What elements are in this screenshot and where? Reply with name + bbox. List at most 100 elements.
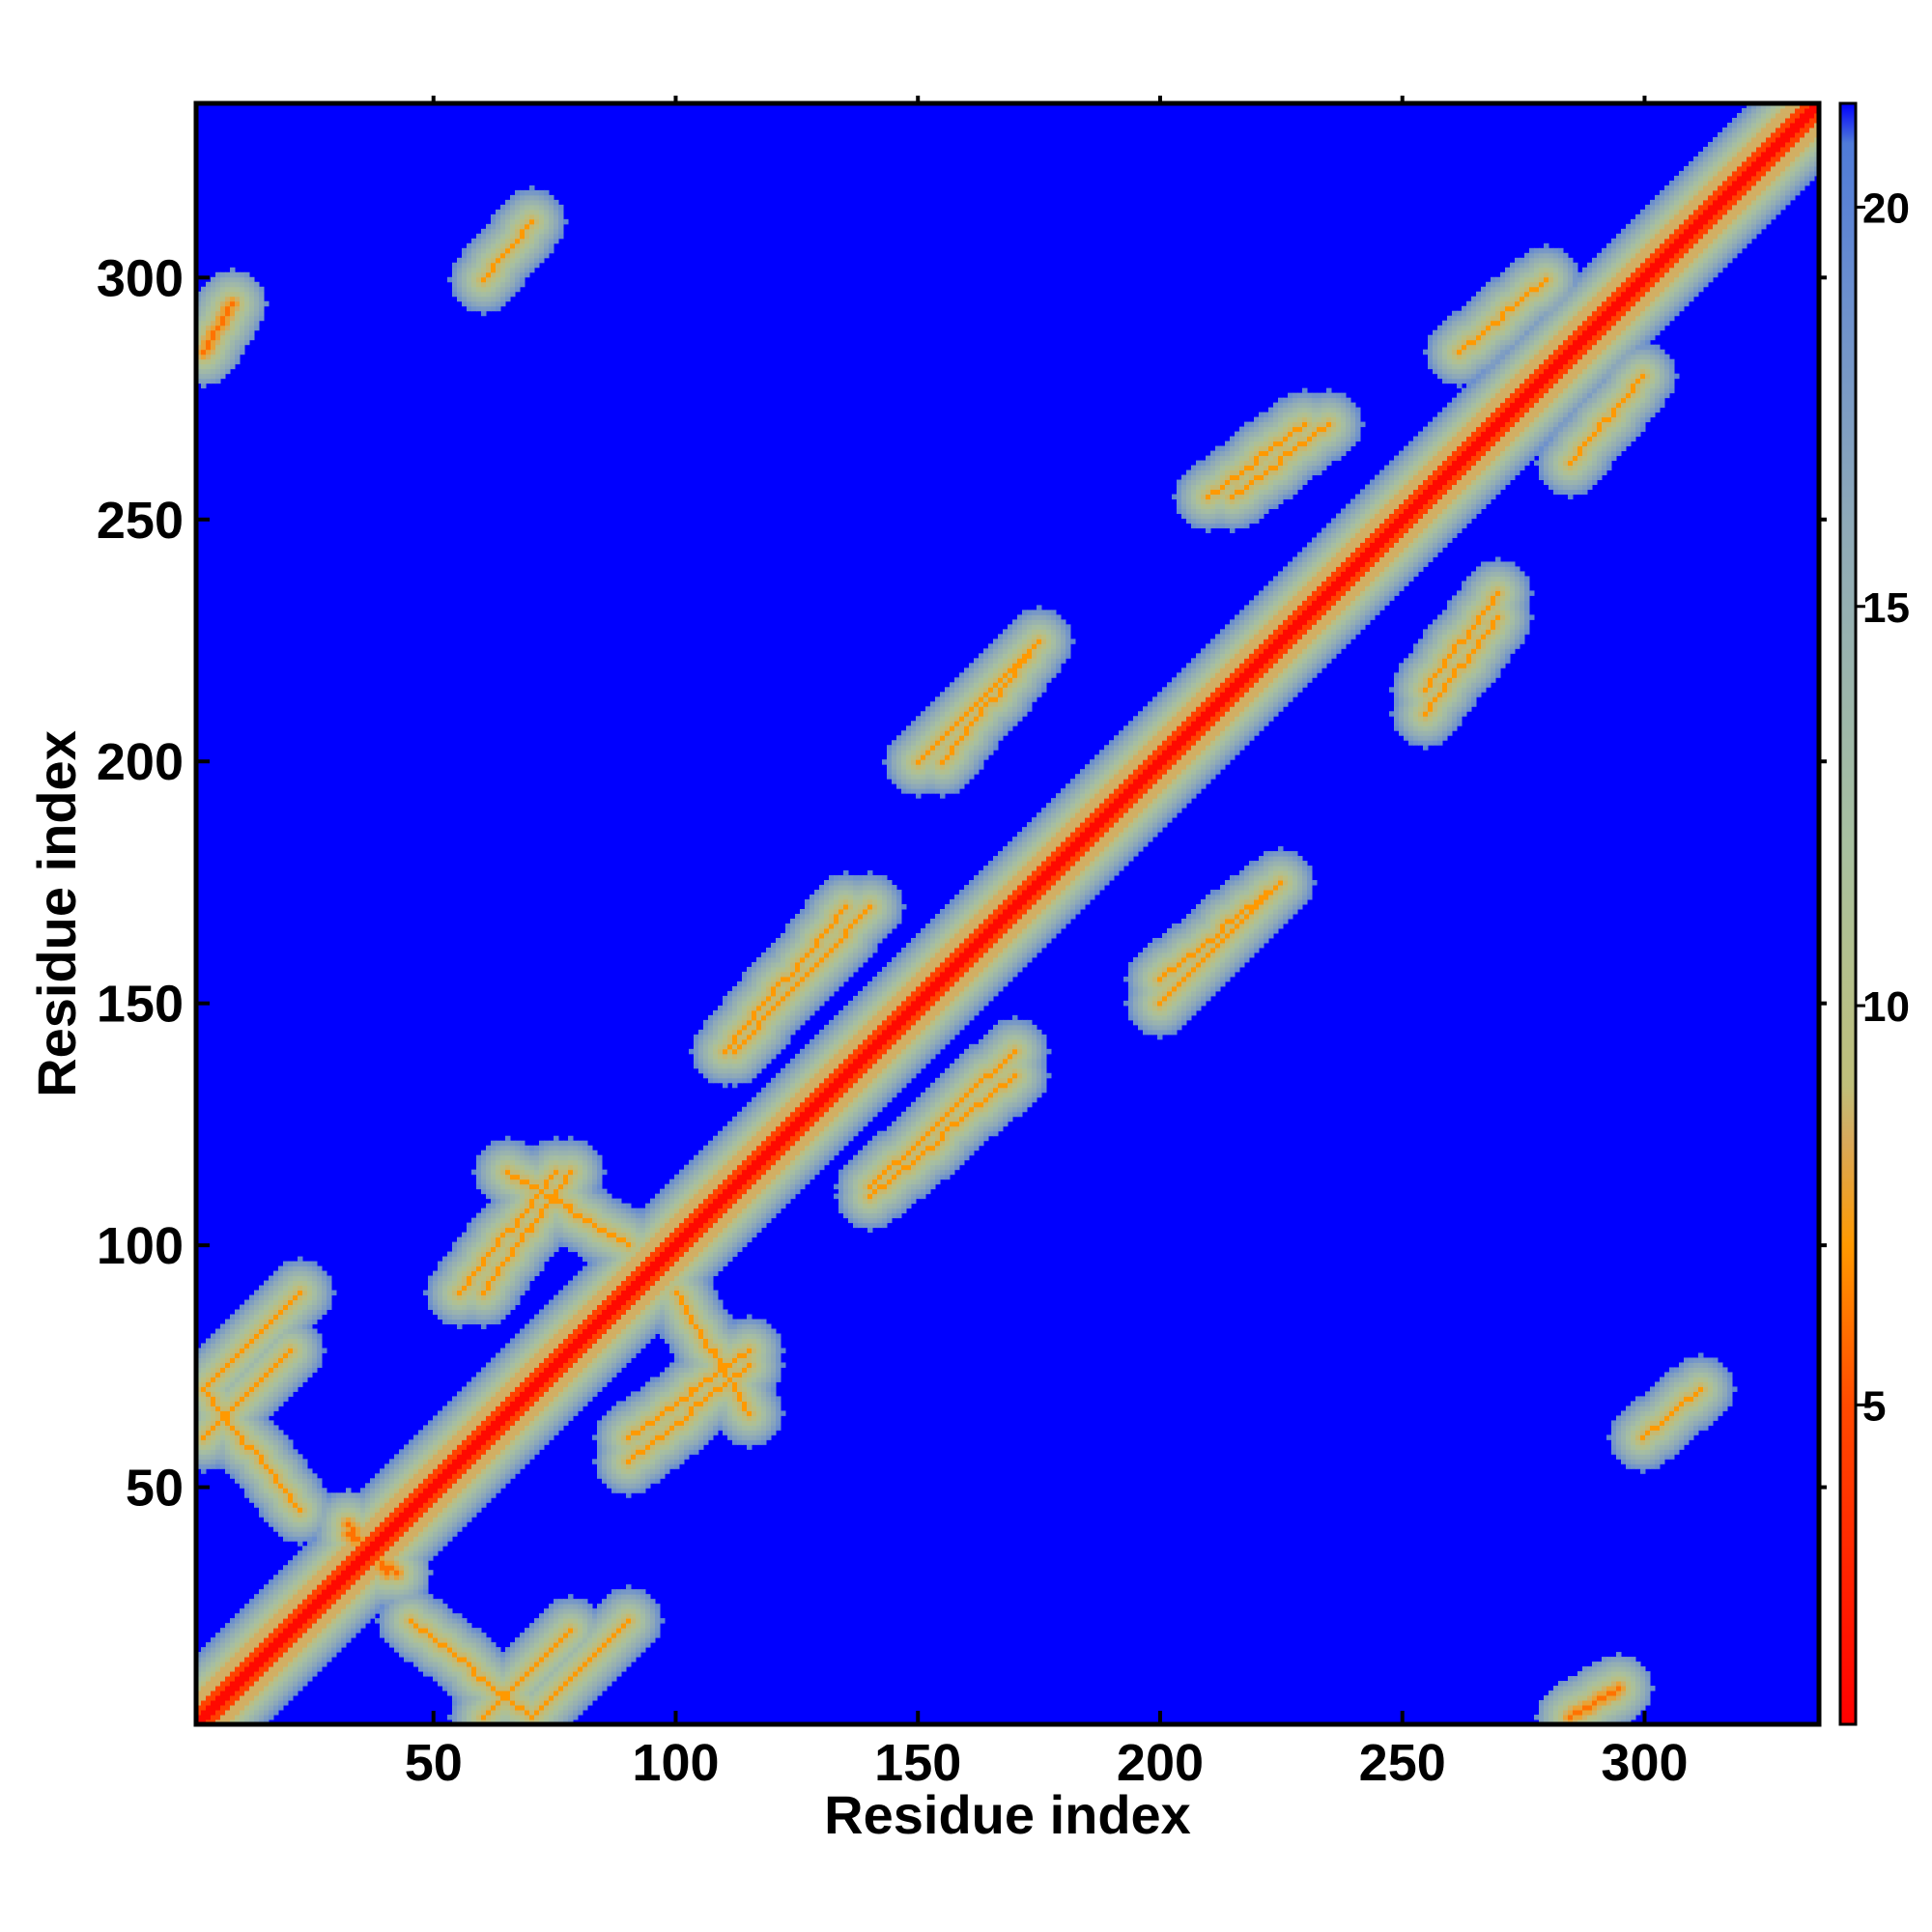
heatmap-cell: [389, 1613, 395, 1619]
heatmap-cell: [510, 1381, 516, 1387]
heatmap-cell: [283, 1352, 289, 1358]
heatmap-cell: [457, 1459, 463, 1464]
heatmap-cell: [534, 1183, 540, 1190]
heatmap-cell: [278, 1492, 284, 1498]
heatmap-cell: [317, 1294, 323, 1301]
heatmap-cell: [312, 1642, 318, 1648]
heatmap-cell: [389, 1512, 395, 1518]
heatmap-cell: [433, 1454, 439, 1460]
heatmap-cell: [409, 1507, 414, 1513]
heatmap-cell: [496, 1299, 501, 1306]
heatmap-cell: [515, 1662, 521, 1667]
heatmap-cell: [312, 1517, 318, 1522]
heatmap-cell: [341, 1570, 347, 1576]
heatmap-cell: [447, 1628, 453, 1634]
heatmap-cell: [235, 1647, 241, 1653]
heatmap-cell: [510, 257, 516, 264]
heatmap-cell: [244, 310, 250, 317]
heatmap-cell: [505, 1183, 511, 1190]
heatmap-cell: [206, 1715, 212, 1720]
heatmap-cell: [355, 1623, 361, 1629]
heatmap-cell: [360, 1584, 366, 1590]
heatmap-cell: [220, 1715, 226, 1720]
heatmap-cell: [442, 1280, 448, 1287]
heatmap-cell: [331, 1642, 337, 1648]
heatmap-cell: [428, 1502, 434, 1508]
heatmap-cell: [278, 1599, 284, 1605]
heatmap-cell: [254, 1613, 260, 1619]
heatmap-cell: [428, 1604, 434, 1609]
heatmap-cell: [399, 1492, 405, 1498]
heatmap-cell: [510, 1217, 516, 1224]
heatmap-cell: [510, 1261, 516, 1267]
heatmap-cell: [244, 1695, 250, 1701]
heatmap-cell: [293, 1285, 298, 1292]
heatmap-cell: [341, 1546, 347, 1551]
heatmap-cell: [264, 1488, 270, 1493]
heatmap-cell: [505, 233, 511, 240]
heatmap-cell: [452, 1396, 458, 1402]
heatmap-cell: [273, 1386, 279, 1392]
heatmap-cell: [230, 1657, 236, 1662]
heatmap-cell: [442, 1261, 448, 1267]
heatmap-cell: [215, 1700, 221, 1706]
heatmap-cell: [534, 1647, 540, 1653]
heatmap-cell: [283, 1367, 289, 1373]
heatmap-cell: [288, 1391, 294, 1397]
heatmap-cell: [331, 1497, 337, 1503]
heatmap-cell: [211, 1401, 216, 1406]
heatmap-cell: [254, 1642, 260, 1648]
heatmap-cell: [351, 1526, 356, 1532]
heatmap-cell: [481, 1377, 487, 1382]
heatmap-cell: [254, 320, 260, 327]
heatmap-cell: [278, 1449, 284, 1455]
heatmap-cell: [375, 1618, 381, 1624]
heatmap-cell: [471, 1628, 477, 1634]
heatmap-cell: [520, 1676, 526, 1682]
heatmap-cell: [462, 271, 468, 278]
heatmap-cell: [389, 1531, 395, 1537]
heatmap-cell: [375, 1507, 381, 1513]
heatmap-cell: [240, 271, 245, 278]
heatmap-cell: [491, 1454, 497, 1460]
heatmap-cell: [273, 1304, 279, 1311]
heatmap-cell: [394, 1633, 400, 1638]
heatmap-cell: [365, 1517, 371, 1522]
heatmap-cell: [500, 1444, 506, 1450]
heatmap-cell: [370, 1579, 376, 1585]
heatmap-cell: [505, 242, 511, 249]
heatmap-cell: [302, 1265, 308, 1272]
heatmap-cell: [486, 223, 492, 230]
heatmap-cell: [307, 1343, 313, 1349]
heatmap-cell: [486, 1193, 492, 1200]
heatmap-cell: [525, 1179, 530, 1185]
heatmap-cell: [481, 286, 487, 293]
heatmap-cell: [428, 1671, 434, 1677]
heatmap-cell: [196, 1666, 202, 1672]
heatmap-cell: [370, 1536, 376, 1542]
heatmap-cell: [515, 1435, 521, 1440]
heatmap-cell: [496, 1241, 501, 1248]
heatmap-cell: [336, 1526, 342, 1532]
heatmap-cell: [244, 1652, 250, 1658]
heatmap-cell: [254, 1599, 260, 1605]
heatmap-cell: [327, 1546, 332, 1551]
heatmap-cell: [510, 1140, 516, 1147]
heatmap-cell: [249, 1430, 255, 1435]
heatmap-cell: [399, 1546, 405, 1551]
heatmap-cell: [423, 1521, 429, 1527]
heatmap-cell: [500, 1430, 506, 1435]
heatmap-cell: [457, 1319, 463, 1324]
heatmap-cell: [457, 1396, 463, 1402]
heatmap-cell: [273, 1502, 279, 1508]
heatmap-cell: [254, 1468, 260, 1474]
heatmap-cell: [230, 1642, 236, 1648]
heatmap-cell: [298, 1555, 303, 1561]
heatmap-cell: [220, 1425, 226, 1431]
heatmap-cell: [389, 1546, 395, 1551]
heatmap-cell: [225, 1328, 231, 1334]
heatmap-cell: [341, 1507, 347, 1513]
heatmap-cell: [481, 1690, 487, 1696]
heatmap-cell: [288, 1681, 294, 1687]
heatmap-cell: [447, 1652, 453, 1658]
